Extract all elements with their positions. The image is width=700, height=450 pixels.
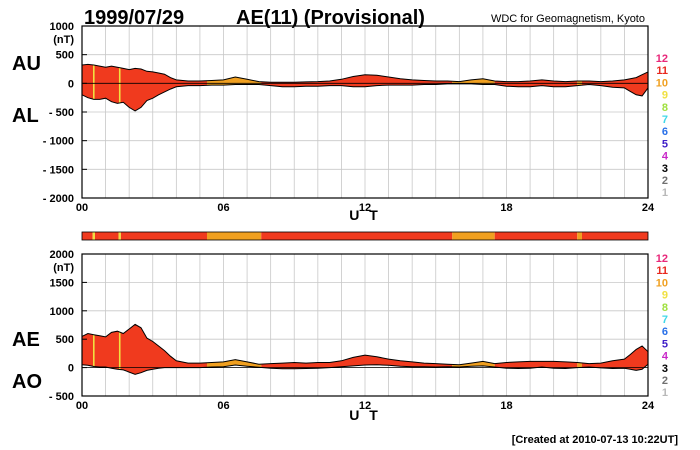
y-tick-label: 0: [68, 78, 74, 90]
station-legend-item: 6: [662, 126, 668, 138]
station-bar-segment-7: [452, 232, 495, 240]
index-title: AE(11) (Provisional): [236, 7, 425, 29]
station-legend-item: 4: [662, 151, 669, 163]
y-tick-label: - 1500: [43, 164, 74, 176]
x-tick-label: 12: [359, 400, 371, 412]
y-tick-label: - 500: [49, 107, 74, 119]
series-name-upper: AU: [12, 53, 41, 75]
series-upper-line: [81, 63, 649, 83]
station-legend-item: 3: [662, 363, 668, 375]
x-tick-label: 06: [217, 400, 229, 412]
station-legend-item: 8: [662, 302, 668, 314]
station-bar-segment-8: [494, 232, 578, 240]
station-legend-item: 5: [662, 138, 668, 150]
x-tick-label: 24: [642, 202, 655, 214]
station-bar-segment-9: [577, 232, 582, 240]
station-legend-item: 5: [662, 338, 668, 350]
station-legend-item: 12: [656, 53, 668, 65]
station-legend-item: 12: [656, 253, 668, 265]
station-change-marker-0: [92, 324, 95, 375]
station-legend-item: 7: [662, 114, 668, 126]
station-legend-item: 10: [656, 77, 668, 89]
station-bar-segment-1: [92, 232, 95, 240]
station-legend-item: 11: [656, 65, 668, 77]
created-note: [Created at 2010-07-13 10:22UT]: [512, 434, 679, 446]
station-bar-segment-10: [581, 232, 648, 240]
station-legend-item: 7: [662, 314, 668, 326]
series-name-lower: AO: [12, 371, 42, 393]
y-tick-label: 500: [56, 334, 74, 346]
plot-frame: [81, 253, 649, 397]
station-legend-item: 2: [662, 375, 668, 387]
station-legend-item: 2: [662, 175, 668, 187]
x-axis-label: U T: [349, 407, 381, 423]
station-legend-item: 1: [662, 187, 668, 199]
x-tick-label: 18: [500, 400, 512, 412]
station-bar-segment-6: [261, 232, 453, 240]
station-change-marker-0: [92, 64, 95, 111]
source-label: WDC for Geomagnetism, Kyoto: [491, 13, 645, 25]
station-bar-segment-3: [118, 232, 121, 240]
station-bar-segment-0: [82, 232, 93, 240]
y-tick-label: 1000: [50, 21, 74, 33]
station-legend-item: 8: [662, 102, 668, 114]
y-tick-label: 0: [68, 363, 74, 375]
station-legend-item: 9: [662, 90, 668, 102]
x-tick-label: 12: [359, 202, 371, 214]
station-bar-segment-5: [206, 232, 262, 240]
x-tick-label: 24: [642, 400, 655, 412]
x-tick-label: 00: [76, 202, 88, 214]
station-bar-segment-4: [120, 232, 207, 240]
x-axis-label: U T: [349, 207, 381, 223]
x-tick-label: 18: [500, 202, 512, 214]
y-tick-label: - 2000: [43, 193, 74, 205]
y-tick-label: 1500: [50, 277, 74, 289]
y-tick-label: 2000: [50, 249, 74, 261]
station-bar-frame: [81, 231, 649, 241]
y-tick-label: 1000: [50, 306, 74, 318]
date-title: 1999/07/29: [84, 7, 184, 29]
station-legend-item: 6: [662, 326, 668, 338]
series-upper-line: [81, 323, 649, 366]
station-change-marker-1: [118, 324, 121, 375]
y-tick-label: 500: [56, 50, 74, 62]
station-legend-item: 3: [662, 163, 668, 175]
station-legend-item: 1: [662, 387, 668, 399]
y-unit-label: (nT): [53, 262, 74, 274]
y-unit-label: (nT): [53, 34, 74, 46]
x-tick-label: 00: [76, 400, 88, 412]
series-lower-line: [81, 83, 649, 112]
y-tick-label: - 500: [49, 391, 74, 403]
station-bar-segment-2: [94, 232, 119, 240]
y-tick-label: - 1000: [43, 136, 74, 148]
station-count-bar: [81, 231, 649, 241]
station-legend-item: 11: [656, 265, 668, 277]
x-tick-label: 06: [217, 202, 229, 214]
series-name-lower: AL: [12, 105, 39, 127]
station-change-marker-1: [118, 64, 121, 111]
series-name-upper: AE: [12, 329, 40, 351]
station-legend-item: 9: [662, 290, 668, 302]
station-legend-item: 10: [656, 277, 668, 289]
station-legend-item: 4: [662, 351, 669, 363]
